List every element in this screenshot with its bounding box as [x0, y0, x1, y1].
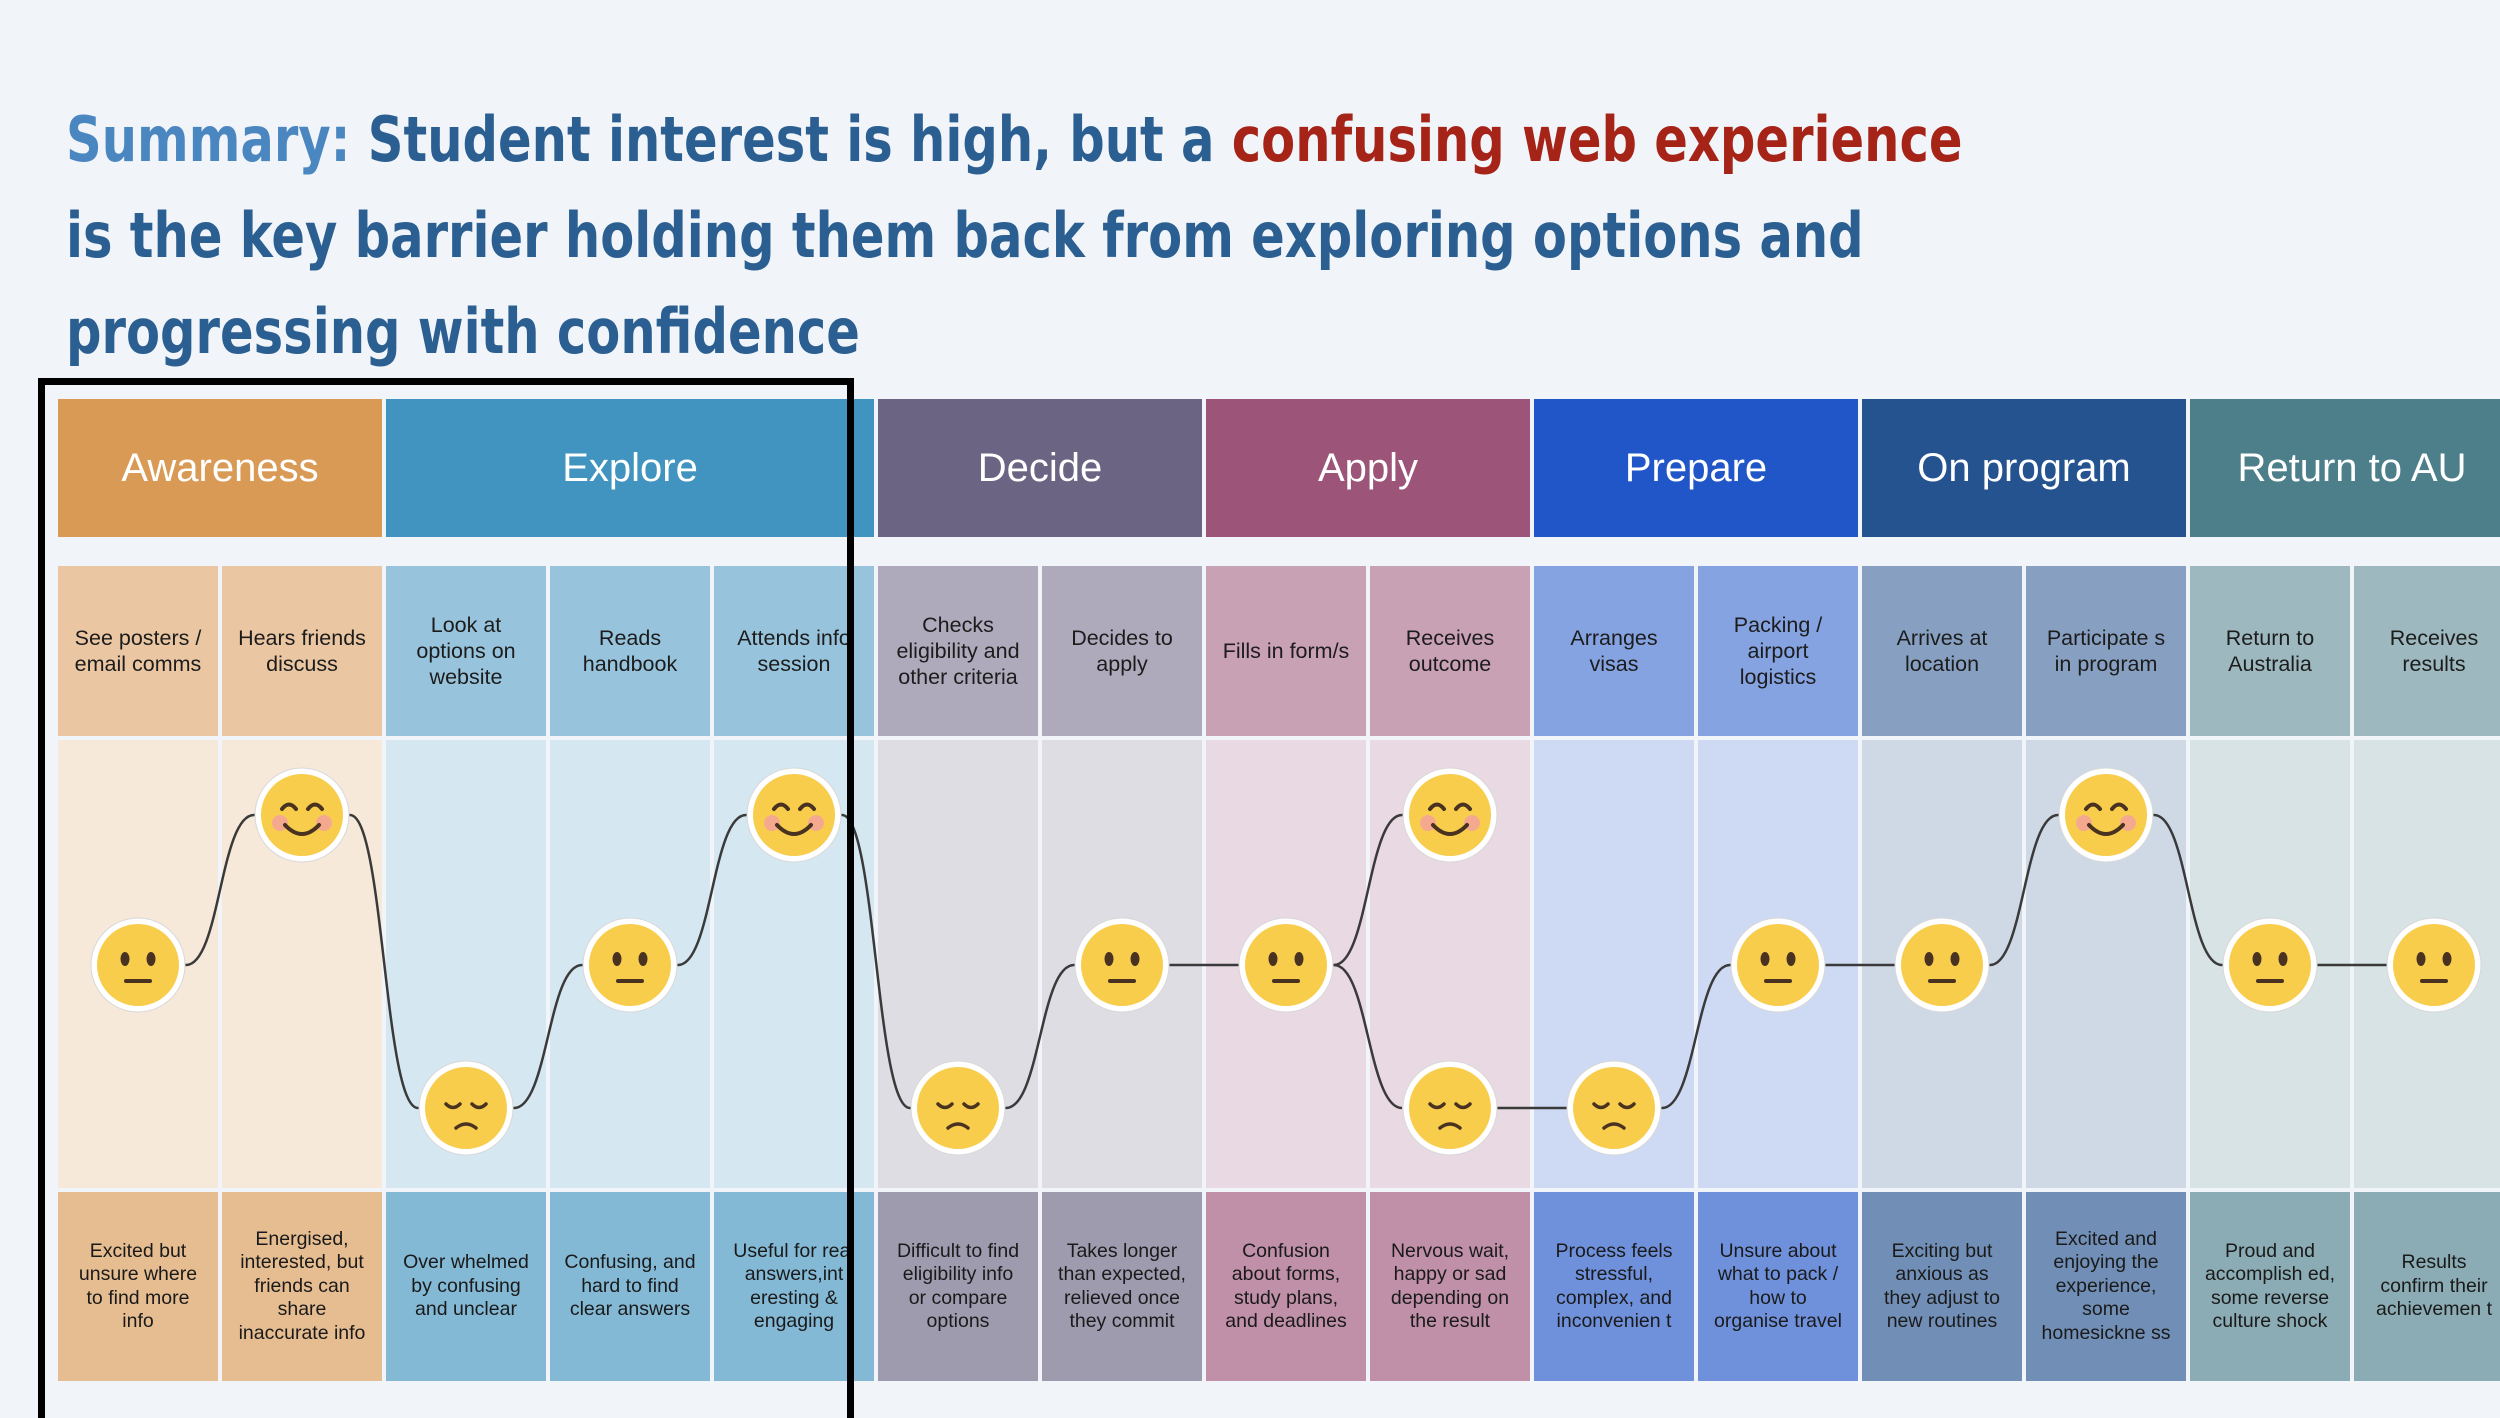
step-feeling: Process feels stressful, complex, and in… [1534, 1192, 1694, 1381]
sad-face-icon [910, 1060, 1006, 1156]
neutral-face-icon [2222, 917, 2318, 1013]
summary-part2: is the key barrier holding them back fro… [66, 199, 1864, 368]
summary-highlight: confusing web experience [1231, 103, 1963, 176]
step-action: See posters / email comms [58, 566, 218, 736]
stage-decide: Decide [878, 399, 1202, 537]
sad-face-icon [418, 1060, 514, 1156]
stage-awareness: Awareness [58, 399, 382, 537]
sad-face-icon [1402, 1060, 1498, 1156]
step-feeling: Nervous wait, happy or sad depending on … [1370, 1192, 1530, 1381]
stage-apply: Apply [1206, 399, 1530, 537]
step-feeling: Confusing, and hard to find clear answer… [550, 1192, 710, 1381]
neutral-face-icon [2386, 917, 2482, 1013]
step-action: Checks eligibility and other criteria [878, 566, 1038, 736]
stage-return-to-au: Return to AU [2190, 399, 2500, 537]
step-feeling: Over whelmed by confusing and unclear [386, 1192, 546, 1381]
step-action: Arrives at location [1862, 566, 2022, 736]
stage-prepare: Prepare [1534, 399, 1858, 537]
step-feeling: Difficult to find eligibility info or co… [878, 1192, 1038, 1381]
stage-on-program: On program [1862, 399, 2186, 537]
step-action: Return to Australia [2190, 566, 2350, 736]
neutral-face-icon [582, 917, 678, 1013]
step-action: Participate s in program [2026, 566, 2186, 736]
step-action: Decides to apply [1042, 566, 1202, 736]
step-feeling: Unsure about what to pack / how to organ… [1698, 1192, 1858, 1381]
step-action: Reads handbook [550, 566, 710, 736]
happy-face-icon [746, 767, 842, 863]
happy-face-icon [2058, 767, 2154, 863]
neutral-face-icon [1894, 917, 1990, 1013]
step-action: Arranges visas [1534, 566, 1694, 736]
step-action: Receives outcome [1370, 566, 1530, 736]
happy-face-icon [1402, 767, 1498, 863]
happy-face-icon [254, 767, 350, 863]
summary-lead: Summary: [66, 103, 351, 176]
step-action: Packing / airport logistics [1698, 566, 1858, 736]
step-action: Look at options on website [386, 566, 546, 736]
step-action: Hears friends discuss [222, 566, 382, 736]
neutral-face-icon [90, 917, 186, 1013]
neutral-face-icon [1730, 917, 1826, 1013]
summary-title: Summary: Student interest is high, but a… [66, 92, 1970, 380]
step-feeling: Proud and accomplish ed, some reverse cu… [2190, 1192, 2350, 1381]
step-action: Fills in form/s [1206, 566, 1366, 736]
step-feeling: Excited but unsure where to find more in… [58, 1192, 218, 1381]
step-feeling: Confusion about forms, study plans, and … [1206, 1192, 1366, 1381]
neutral-face-icon [1074, 917, 1170, 1013]
emotion-line-fork [1333, 963, 1403, 1110]
step-feeling: Takes longer than expected, relieved onc… [1042, 1192, 1202, 1381]
stage-explore: Explore [386, 399, 874, 537]
step-feeling: Exciting but anxious as they adjust to n… [1862, 1192, 2022, 1381]
neutral-face-icon [1238, 917, 1334, 1013]
emotion-line [138, 813, 2434, 1110]
step-feeling: Results confirm their achievemen t [2354, 1192, 2500, 1381]
sad-face-icon [1566, 1060, 1662, 1156]
step-feeling: Energised, interested, but friends can s… [222, 1192, 382, 1381]
step-action: Receives results [2354, 566, 2500, 736]
highlight-box [38, 378, 854, 1418]
step-feeling: Excited and enjoying the experience, som… [2026, 1192, 2186, 1381]
summary-part1: Student interest is high, but a [350, 103, 1232, 176]
